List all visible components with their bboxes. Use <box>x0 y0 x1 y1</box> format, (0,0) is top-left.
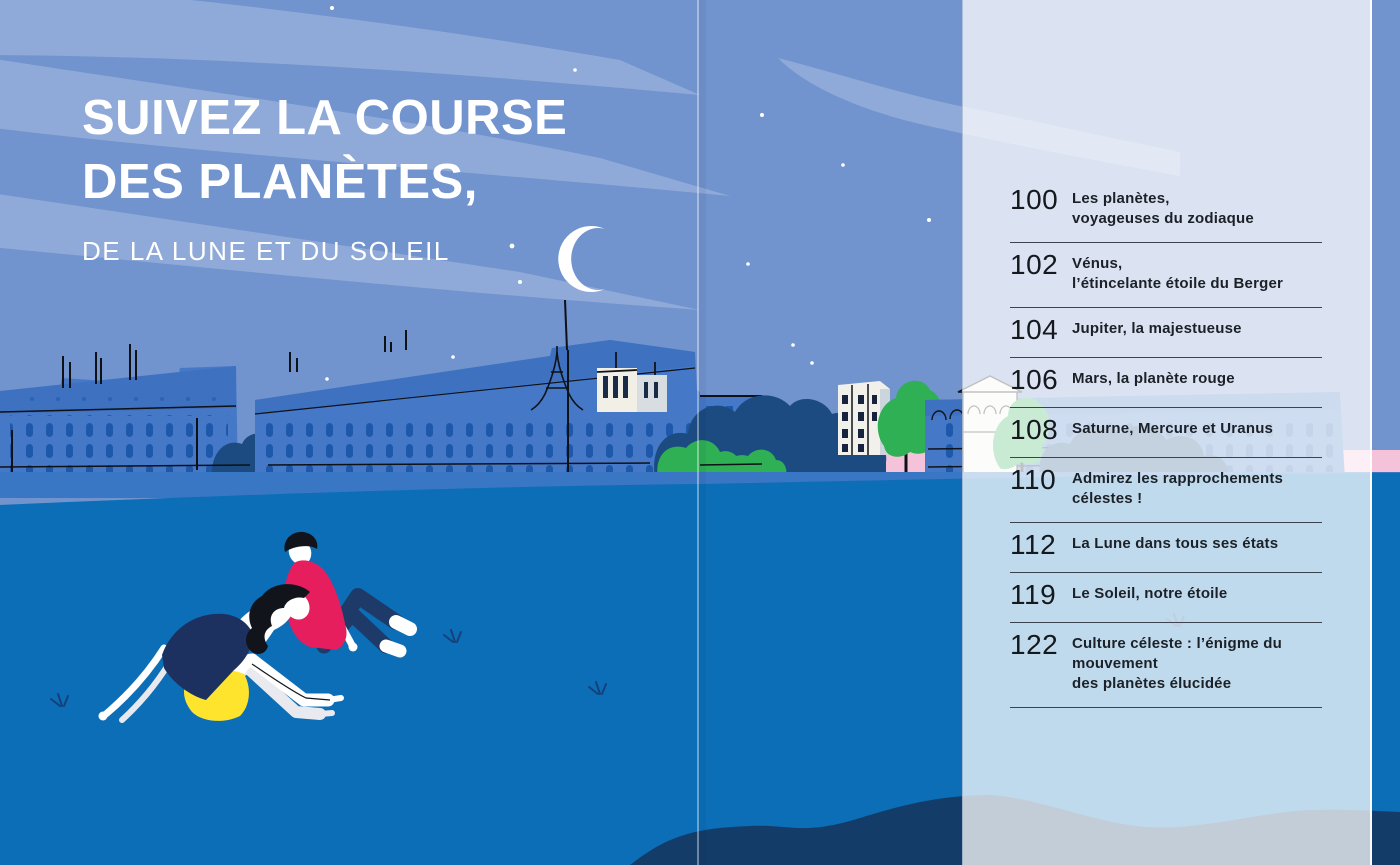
title-block: SUIVEZ LA COURSE DES PLANÈTES, DE LA LUNE… <box>82 86 567 267</box>
page-subtitle: DE LA LUNE ET DU SOLEIL <box>82 236 450 266</box>
crescent-moon-icon <box>558 226 605 292</box>
toc-entry-112[interactable]: 112 La Lune dans tous ses états <box>1010 523 1322 573</box>
eiffel-tower-icon <box>530 346 584 411</box>
toc-entry-title: Saturne, Mercure et Uranus <box>1072 420 1274 437</box>
toc-entry-108[interactable]: 108 Saturne, Mercure et Uranus <box>1010 408 1322 458</box>
toc-entry-122[interactable]: 122 Culture céleste : l’énigme du mouvem… <box>1010 623 1322 708</box>
toc-page-number: 110 <box>1010 464 1057 495</box>
toc-entry-title: Culture céleste : l’énigme du mouvement … <box>1072 635 1283 692</box>
couple-stargazing <box>98 531 417 723</box>
toc-entry-title: Les planètes, voyageuses du zodiaque <box>1072 190 1254 227</box>
toc-entry-title: Le Soleil, notre étoile <box>1072 585 1228 602</box>
woman-figure <box>98 584 344 723</box>
toc-page-number: 112 <box>1010 529 1057 560</box>
toc-page-number: 100 <box>1010 184 1059 215</box>
page-fold-shadow <box>699 0 706 865</box>
toc-page-number: 108 <box>1010 414 1059 445</box>
page-fold-line <box>697 0 699 865</box>
toc-page-number: 119 <box>1010 579 1057 610</box>
toc-entry-119[interactable]: 119 Le Soleil, notre étoile <box>1010 573 1322 623</box>
toc-entry-100[interactable]: 100 Les planètes, voyageuses du zodiaque <box>1010 178 1322 243</box>
page-title: SUIVEZ LA COURSE DES PLANÈTES, <box>82 91 568 209</box>
toc-entry-title: Mars, la planète rouge <box>1072 370 1235 387</box>
toc-page-number: 122 <box>1010 629 1059 660</box>
toc-entry-102[interactable]: 102 Vénus, l’étincelante étoile du Berge… <box>1010 243 1322 308</box>
toc-entry-110[interactable]: 110 Admirez les rapprochements célestes … <box>1010 458 1322 523</box>
toc-entry-title: Vénus, l’étincelante étoile du Berger <box>1072 255 1284 292</box>
toc-page-number: 102 <box>1010 249 1059 280</box>
toc-page-number: 104 <box>1010 314 1059 345</box>
toc-entry-104[interactable]: 104 Jupiter, la majestueuse <box>1010 308 1322 358</box>
toc-entry-title: Jupiter, la majestueuse <box>1072 320 1242 337</box>
toc-panel: 100 Les planètes, voyageuses du zodiaque… <box>962 0 1372 865</box>
toc-entry-title: La Lune dans tous ses états <box>1072 535 1279 552</box>
toc-entry-106[interactable]: 106 Mars, la planète rouge <box>1010 358 1322 408</box>
toc-page-number: 106 <box>1010 364 1059 395</box>
table-of-contents: 100 Les planètes, voyageuses du zodiaque… <box>1010 178 1322 708</box>
toc-entry-title: Admirez les rapprochements célestes ! <box>1072 470 1284 507</box>
